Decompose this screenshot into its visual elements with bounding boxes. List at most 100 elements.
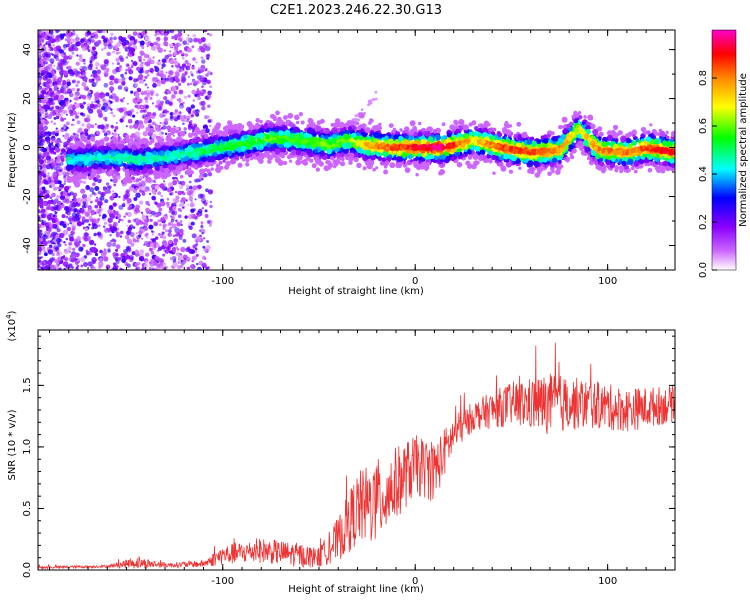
heat-noise-dot xyxy=(168,229,172,233)
heat-noise-dot xyxy=(141,215,147,220)
heat-noise-dot xyxy=(82,180,87,184)
heat-noise-dot xyxy=(40,232,44,236)
heat-noise-dot xyxy=(76,120,81,125)
heat-noise-dot xyxy=(119,235,123,238)
heat-noise-dot xyxy=(152,77,157,82)
heat-noise-dot xyxy=(121,100,124,103)
heat-noise-dot xyxy=(161,63,166,68)
heat-noise-dot xyxy=(207,32,210,36)
heat-noise-dot xyxy=(67,65,72,70)
heat-noise-dot xyxy=(71,51,75,55)
heat-noise-dot xyxy=(122,198,126,202)
heat-noise-dot xyxy=(62,223,67,229)
heat-noise-dot xyxy=(63,128,68,132)
heat-noise-dot xyxy=(80,104,85,109)
heat-noise-dot xyxy=(186,36,191,42)
heat-noise-dot xyxy=(121,81,126,86)
heat-noise-dot xyxy=(204,128,210,134)
heat-noise-dot xyxy=(59,66,63,71)
heat-noise-dot xyxy=(44,231,48,235)
heat-noise-dot xyxy=(176,68,180,72)
heat-noise-dot xyxy=(160,32,163,35)
heat-noise-dot xyxy=(41,213,47,219)
heat-noise-dot xyxy=(40,37,45,43)
heat-noise-dot xyxy=(66,86,69,89)
heat-noise-dot xyxy=(40,148,44,152)
heat-noise-dot xyxy=(91,33,95,37)
heat-noise-dot xyxy=(91,257,97,263)
heat-noise-dot xyxy=(130,59,134,63)
heat-ridge-dot xyxy=(546,133,551,138)
heat-noise-dot xyxy=(48,221,52,225)
heat-noise-dot xyxy=(101,106,106,111)
heat-noise-dot xyxy=(171,247,176,252)
heat-noise-dot xyxy=(185,256,191,262)
heat-noise-dot xyxy=(72,247,76,251)
heat-noise-dot xyxy=(116,213,122,219)
heat-noise-dot xyxy=(138,219,142,223)
heat-noise-dot xyxy=(105,185,111,191)
heat-noise-dot xyxy=(91,39,95,43)
heat-noise-dot xyxy=(106,51,111,57)
heat-noise-dot xyxy=(148,189,151,192)
heat-noise-dot xyxy=(145,42,149,45)
heat-noise-dot xyxy=(88,252,92,256)
heat-noise-dot xyxy=(91,100,94,104)
heat-noise-dot xyxy=(87,65,93,70)
heat-noise-dot xyxy=(85,249,89,252)
heat-noise-dot xyxy=(91,246,97,252)
heat-noise-dot xyxy=(53,186,58,191)
heat-noise-dot xyxy=(41,186,46,191)
heat-noise-dot xyxy=(38,135,43,140)
heat-noise-dot xyxy=(136,98,141,103)
heat-noise-dot xyxy=(42,193,45,196)
heat-noise-dot xyxy=(75,36,80,41)
heat-noise-dot xyxy=(91,191,95,195)
heat-noise-dot xyxy=(195,253,199,257)
heat-noise-dot xyxy=(146,93,150,98)
heat-noise-dot xyxy=(179,115,185,121)
heat-noise-dot xyxy=(143,53,149,59)
heat-noise-dot xyxy=(123,97,125,100)
heat-noise-dot xyxy=(96,174,101,179)
heat-noise-dot xyxy=(42,240,48,246)
heat-noise-dot xyxy=(186,82,190,86)
heat-noise-dot xyxy=(162,125,167,130)
heat-noise-dot xyxy=(191,74,194,77)
heat-noise-dot xyxy=(94,212,97,215)
heat-noise-dot xyxy=(80,256,86,262)
heat-noise-dot xyxy=(126,263,131,268)
heat-noise-dot xyxy=(136,111,139,115)
heat-noise-dot xyxy=(155,236,159,240)
heat-noise-dot xyxy=(174,190,178,194)
heat-noise-dot xyxy=(191,259,195,263)
heat-noise-dot xyxy=(148,203,151,207)
heat-noise-dot xyxy=(58,59,62,63)
heat-noise-dot xyxy=(93,177,99,183)
heat-noise-dot xyxy=(209,200,212,204)
heat-noise-dot xyxy=(198,208,202,212)
heat-noise-dot xyxy=(115,244,121,250)
heat-noise-dot xyxy=(171,65,174,68)
heat-noise-dot xyxy=(91,46,96,51)
heat-ridge-dot xyxy=(132,134,137,139)
heat-noise-dot xyxy=(131,184,135,188)
heat-noise-dot xyxy=(55,147,61,153)
heat-noise-dot xyxy=(177,208,182,212)
heat-noise-dot xyxy=(102,213,107,219)
heat-noise-dot xyxy=(190,104,195,109)
heat-noise-dot xyxy=(123,196,126,199)
heat-noise-dot xyxy=(141,237,144,240)
heat-noise-dot xyxy=(200,224,203,227)
heat-noise-dot xyxy=(95,80,99,84)
heat-noise-dot xyxy=(63,180,67,183)
heat-noise-dot xyxy=(71,198,74,201)
heat-noise-dot xyxy=(130,242,135,247)
heat-noise-dot xyxy=(135,232,138,235)
heat-noise-dot xyxy=(83,62,86,65)
heat-noise-dot xyxy=(152,261,158,266)
heat-noise-dot xyxy=(67,212,71,216)
heat-noise-dot xyxy=(169,59,175,65)
heat-noise-dot xyxy=(66,121,70,126)
heat-noise-dot xyxy=(167,232,173,238)
